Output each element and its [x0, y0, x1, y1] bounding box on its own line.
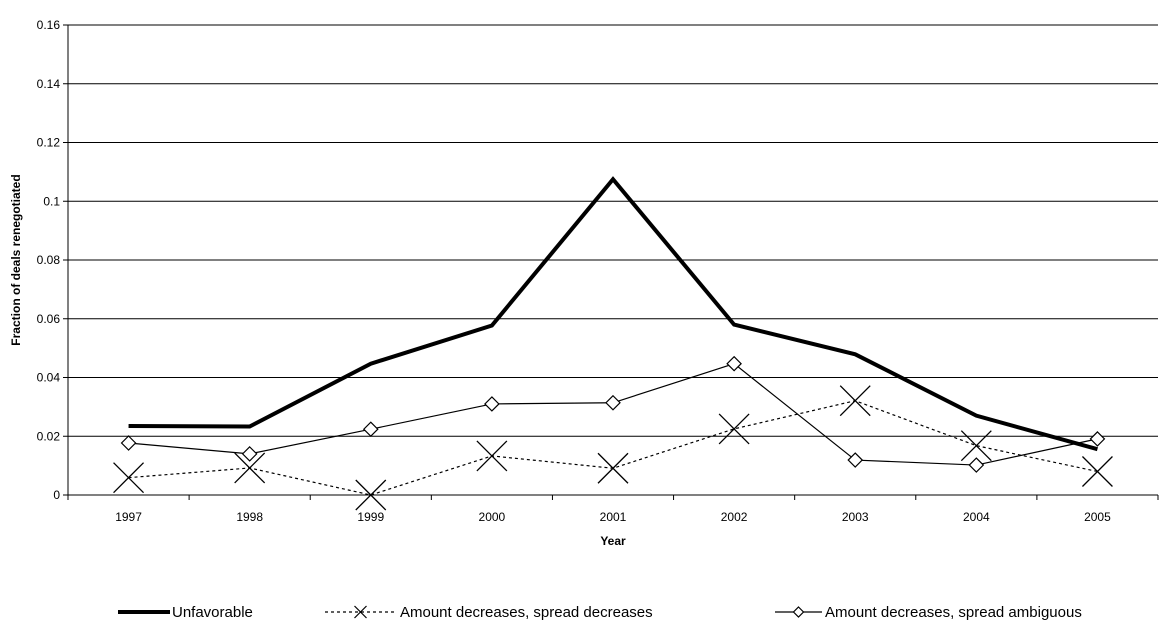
y-tick-label: 0.12 [37, 136, 61, 150]
series-2-diamond-marker [241, 446, 258, 462]
y-tick-label: 0.1 [43, 194, 60, 208]
legend-label: Amount decreases, spread decreases [400, 604, 653, 621]
x-axis-title: Year [600, 534, 626, 548]
series-2-diamond-marker [484, 396, 500, 412]
x-tick-label: 1999 [357, 510, 384, 524]
y-tick-label: 0.14 [37, 77, 61, 91]
series-2-diamond-marker [120, 435, 137, 451]
series-1-x-marker [839, 385, 871, 417]
series-2-diamond-marker [1089, 431, 1106, 447]
series-2-diamond-marker [362, 421, 379, 438]
y-tick-label: 0.02 [37, 429, 61, 443]
series-2-diamond-marker [726, 355, 742, 372]
y-tick-label: 0.06 [37, 312, 61, 326]
legend-diamond-marker [792, 606, 805, 618]
y-tick-label: 0.16 [37, 18, 61, 32]
y-tick-labels: 0 0.02 0.04 0.06 0.08 0.1 0.12 0.14 0.16 [37, 18, 61, 502]
series-markers [113, 355, 1113, 511]
legend: Unfavorable Amount decreases, spread decr… [118, 604, 1082, 621]
axes [63, 24, 1159, 500]
series-1-x-marker [960, 430, 992, 462]
series-1-x-marker [1081, 456, 1113, 487]
y-tick-label: 0 [53, 488, 60, 502]
series-2-diamond-marker [605, 394, 621, 411]
x-tick-label: 2004 [963, 510, 990, 524]
legend-x-marker [354, 605, 367, 619]
x-tick-label: 2001 [600, 510, 627, 524]
y-tick-label: 0.08 [37, 253, 61, 267]
x-tick-label: 2005 [1084, 510, 1111, 524]
legend-label: Amount decreases, spread ambiguous [825, 604, 1082, 621]
series-2-diamond-marker [847, 452, 864, 468]
x-tick-label: 2002 [721, 510, 748, 524]
series-2-diamond-marker [968, 457, 985, 473]
x-tick-labels: 1997 1998 1999 2000 2001 2002 2003 2004 2005 [115, 510, 1111, 524]
series-1-x-marker [718, 413, 750, 445]
series-lines [128, 176, 1098, 496]
series-1-x-marker [113, 462, 145, 494]
x-tick-label: 1998 [236, 510, 263, 524]
legend-label: Unfavorable [172, 604, 253, 621]
legend-item-0: Unfavorable [118, 604, 253, 621]
series-1-x-marker [234, 452, 266, 484]
series-1-x-marker [476, 440, 508, 472]
y-tick-label: 0.04 [37, 371, 61, 385]
series-1-x-marker [355, 479, 387, 511]
legend-item-1: Amount decreases, spread decreases [325, 604, 653, 621]
x-tick-label: 2000 [479, 510, 506, 524]
x-tick-label: 2003 [842, 510, 869, 524]
grid-lines [68, 24, 1158, 437]
y-axis-title: Fraction of deals renegotiated [9, 174, 23, 345]
series-1-x-marker [597, 452, 629, 484]
legend-item-2: Amount decreases, spread ambiguous [775, 604, 1082, 621]
x-tick-label: 1997 [115, 510, 142, 524]
series-line-0 [128, 176, 1098, 452]
